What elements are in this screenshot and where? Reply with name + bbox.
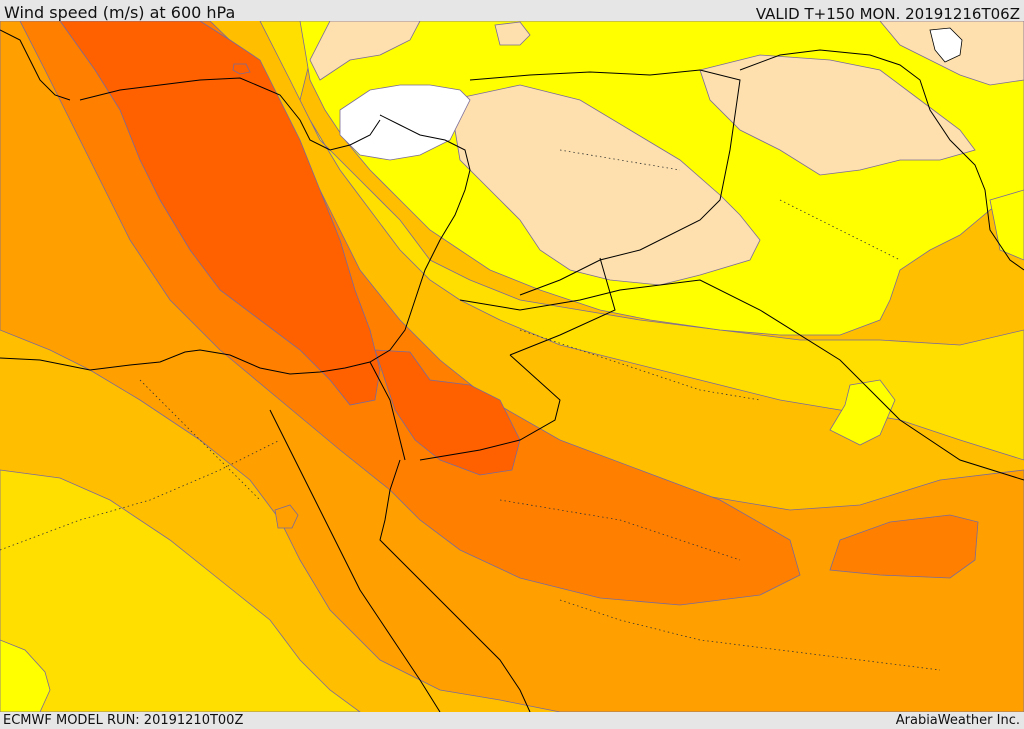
band-orange-east: [829, 514, 979, 579]
map-canvas: [0, 21, 1024, 712]
coastline-mediterranean: [0, 114, 471, 375]
coastline-aegean: [0, 29, 71, 101]
border-iraq-saudi: [459, 279, 1024, 481]
coastline-red-sea-west: [269, 409, 441, 712]
coastline-turkey: [79, 77, 381, 151]
patch-orange-light-sinai: [274, 504, 299, 529]
band-white-lake: [929, 27, 963, 63]
coastline-red-sea-east: [379, 459, 531, 712]
lake-dark: [232, 63, 251, 75]
border-saudi-jordan: [419, 354, 561, 461]
band-gold-north: [259, 21, 1024, 461]
chart-title: Wind speed (m/s) at 600 hPa: [4, 3, 236, 22]
band-yellow-gulf-patch: [829, 379, 896, 446]
borders-layer: [0, 29, 1024, 712]
band-wheat-patch: [494, 21, 531, 46]
wind-speed-map[interactable]: [0, 21, 1024, 712]
header-bar: Wind speed (m/s) at 600 hPa VALID T+150 …: [0, 0, 1024, 23]
footer-bar: ECMWF MODEL RUN: 20191210T00Z ArabiaWeat…: [0, 712, 1024, 729]
border-jordan: [509, 257, 616, 356]
band-yellow-southwest: [0, 639, 51, 712]
band-wheat-iraq: [449, 84, 761, 286]
band-gold-southwest: [0, 469, 361, 712]
band-wheat-turkey-north: [309, 21, 421, 81]
valid-time-label: VALID T+150 MON. 20191216T06Z: [755, 5, 1020, 23]
band-white-cyprus: [339, 84, 471, 161]
border-iran-iraq: [739, 49, 1024, 271]
river-nile-border: [369, 361, 406, 461]
credit-label: ArabiaWeather Inc.: [895, 713, 1020, 728]
border-syria-iraq: [469, 69, 741, 296]
band-orange-dark-core: [59, 21, 381, 406]
band-wheat-northeast: [699, 54, 976, 176]
band-orange-dark-sinai: [374, 349, 521, 476]
model-run-label: ECMWF MODEL RUN: 20191210T00Z: [3, 713, 244, 728]
provinces-layer: [0, 149, 941, 671]
